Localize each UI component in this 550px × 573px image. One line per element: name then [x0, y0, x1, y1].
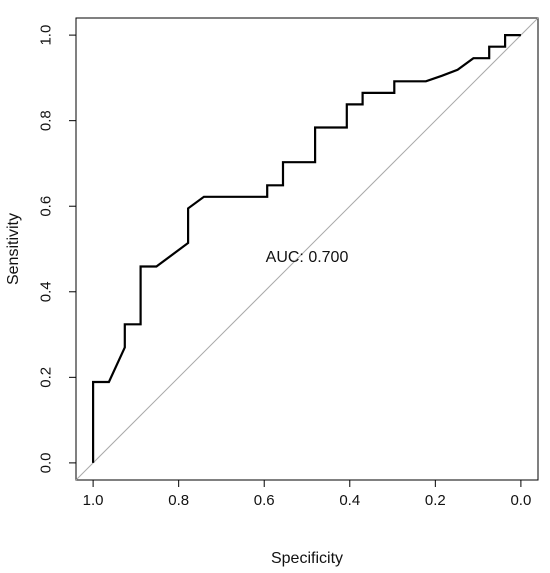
y-tick-label: 0.0	[38, 452, 55, 473]
x-tick-label: 0.0	[510, 492, 531, 509]
x-tick-label: 1.0	[83, 492, 104, 509]
auc-annotation: AUC: 0.700	[266, 249, 349, 266]
x-axis: 1.0 0.8 0.6 0.4 0.2 0.0	[83, 480, 531, 509]
x-axis-title: Specificity	[271, 550, 343, 567]
y-tick-label: 0.2	[38, 367, 55, 388]
x-tick-label: 0.8	[168, 492, 189, 509]
y-axis: 0.0 0.2 0.4 0.6 0.8 1.0	[38, 25, 76, 473]
y-tick-label: 0.6	[38, 196, 55, 217]
y-tick-label: 1.0	[38, 25, 55, 46]
x-tick-label: 0.4	[339, 492, 360, 509]
y-tick-label: 0.4	[38, 281, 55, 302]
reference-diagonal-line	[75, 17, 539, 481]
roc-curve-line	[91, 33, 521, 463]
y-tick-label: 0.8	[38, 110, 55, 131]
plot-frame	[75, 17, 539, 481]
x-tick-label: 0.2	[425, 492, 446, 509]
y-axis-title: Sensitivity	[5, 213, 22, 285]
x-tick-label: 0.6	[254, 492, 275, 509]
